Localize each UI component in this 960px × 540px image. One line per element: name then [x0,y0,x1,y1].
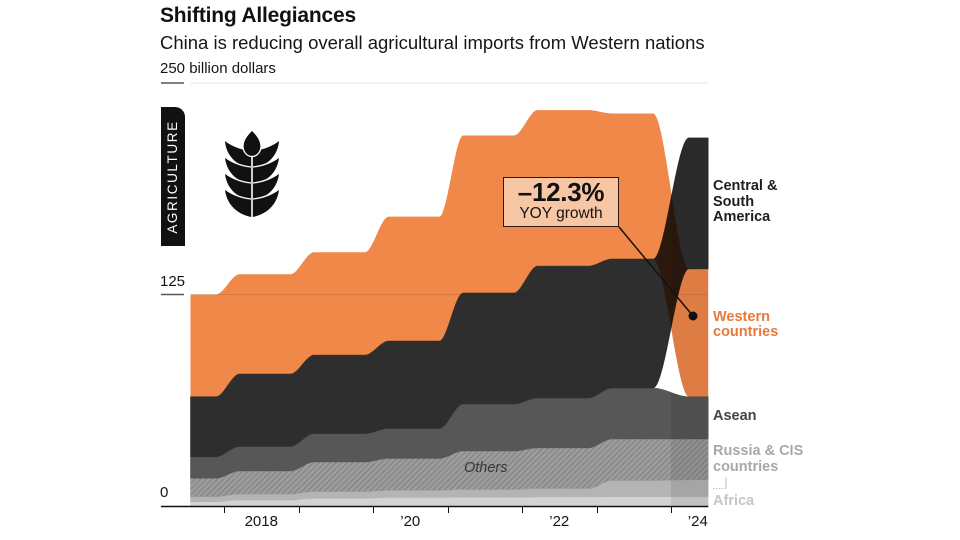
y-tick-label-125: 125 [160,273,186,290]
others-area-label: Others [464,460,508,476]
category-tag-label: AGRICULTURE [165,119,180,234]
gridlines [161,82,709,508]
series-label-western-countries: Western countries [713,308,779,340]
callout-text: YOY growth [519,205,603,222]
callout-leader-line [618,226,694,317]
x-tick-label: ’24 [687,513,708,530]
x-tick-label: ’22 [549,513,570,530]
russia-label-leader [713,477,727,489]
x-axis-ticks [224,506,672,513]
chart-subtitle: China is reducing overall agricultural i… [160,32,705,53]
wheat-icon [224,129,280,217]
series-label-central-south-america: Central & South America [713,178,778,225]
y-tick-label-250: 250 billion dollars [160,60,276,77]
partial-period-shade [671,110,709,506]
series-label-russia-cis: Russia & CIS countries [713,443,804,475]
series-label-africa: Africa [713,492,755,509]
chart-title: Shifting Allegiances [160,4,356,27]
category-tag: AGRICULTURE [161,107,185,246]
x-tick-label: ’20 [400,513,421,530]
yoy-callout: –12.3% YOY growth [503,177,619,227]
partial-period-shading [671,110,709,506]
x-tick-label: 2018 [244,513,278,530]
callout-value: –12.3% [517,177,605,207]
callout-dot [688,311,698,321]
series-label-asean: Asean [713,407,757,424]
y-tick-label-0: 0 [160,484,169,501]
